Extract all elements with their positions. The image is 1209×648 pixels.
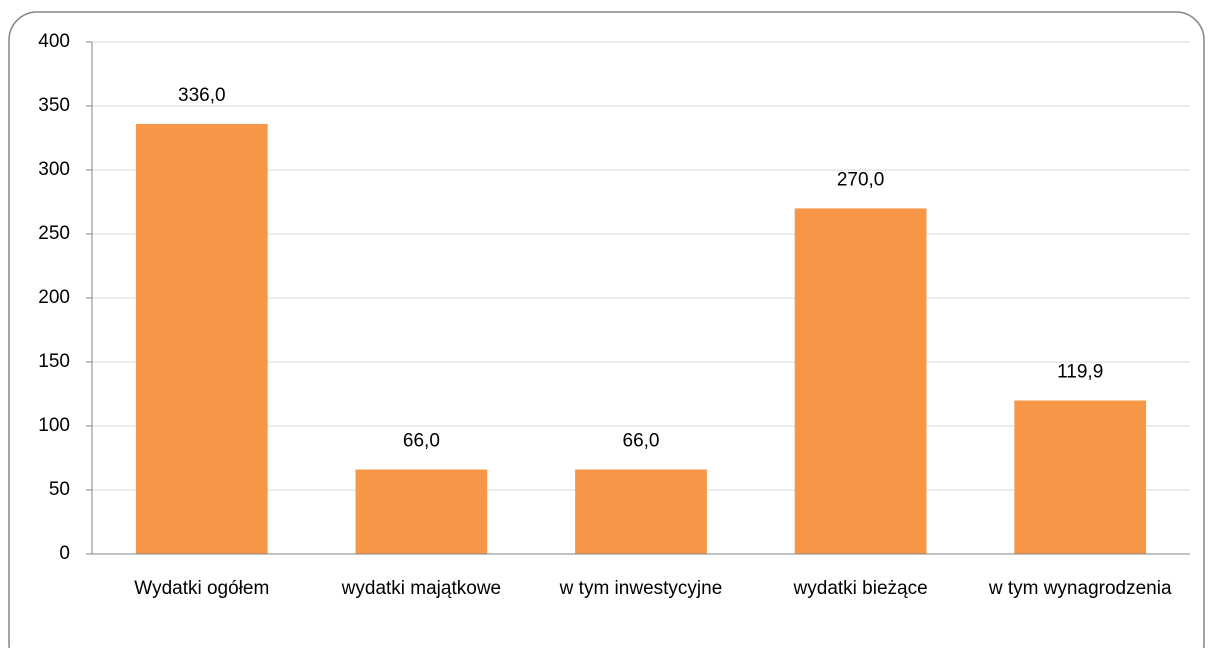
y-tick-label: 100 [38,415,70,436]
x-tick-label: w tym wynagrodzenia [988,578,1172,599]
y-tick-label: 150 [38,351,70,372]
x-tick-label: wydatki bieżące [793,578,928,599]
value-label: 66,0 [623,431,660,452]
bar [1014,400,1147,554]
y-tick-label: 300 [38,159,70,180]
y-tick-label: 250 [38,223,70,244]
bar [355,469,488,554]
value-label: 66,0 [403,431,440,452]
x-tick-label: w tym inwestycyjne [559,578,723,599]
value-label: 336,0 [178,85,226,106]
y-tick-label: 400 [38,31,70,52]
bar [575,469,707,554]
bar [794,208,927,554]
x-tick-label: wydatki majątkowe [341,578,502,599]
y-tick-label: 0 [59,543,70,564]
value-label: 119,9 [1057,362,1103,383]
y-tick-label: 200 [38,287,70,308]
y-tick-label: 50 [49,479,70,500]
x-tick-label: Wydatki ogółem [134,578,270,599]
y-tick-label: 350 [38,95,70,116]
bar [135,123,268,555]
value-label: 270,0 [837,169,885,190]
